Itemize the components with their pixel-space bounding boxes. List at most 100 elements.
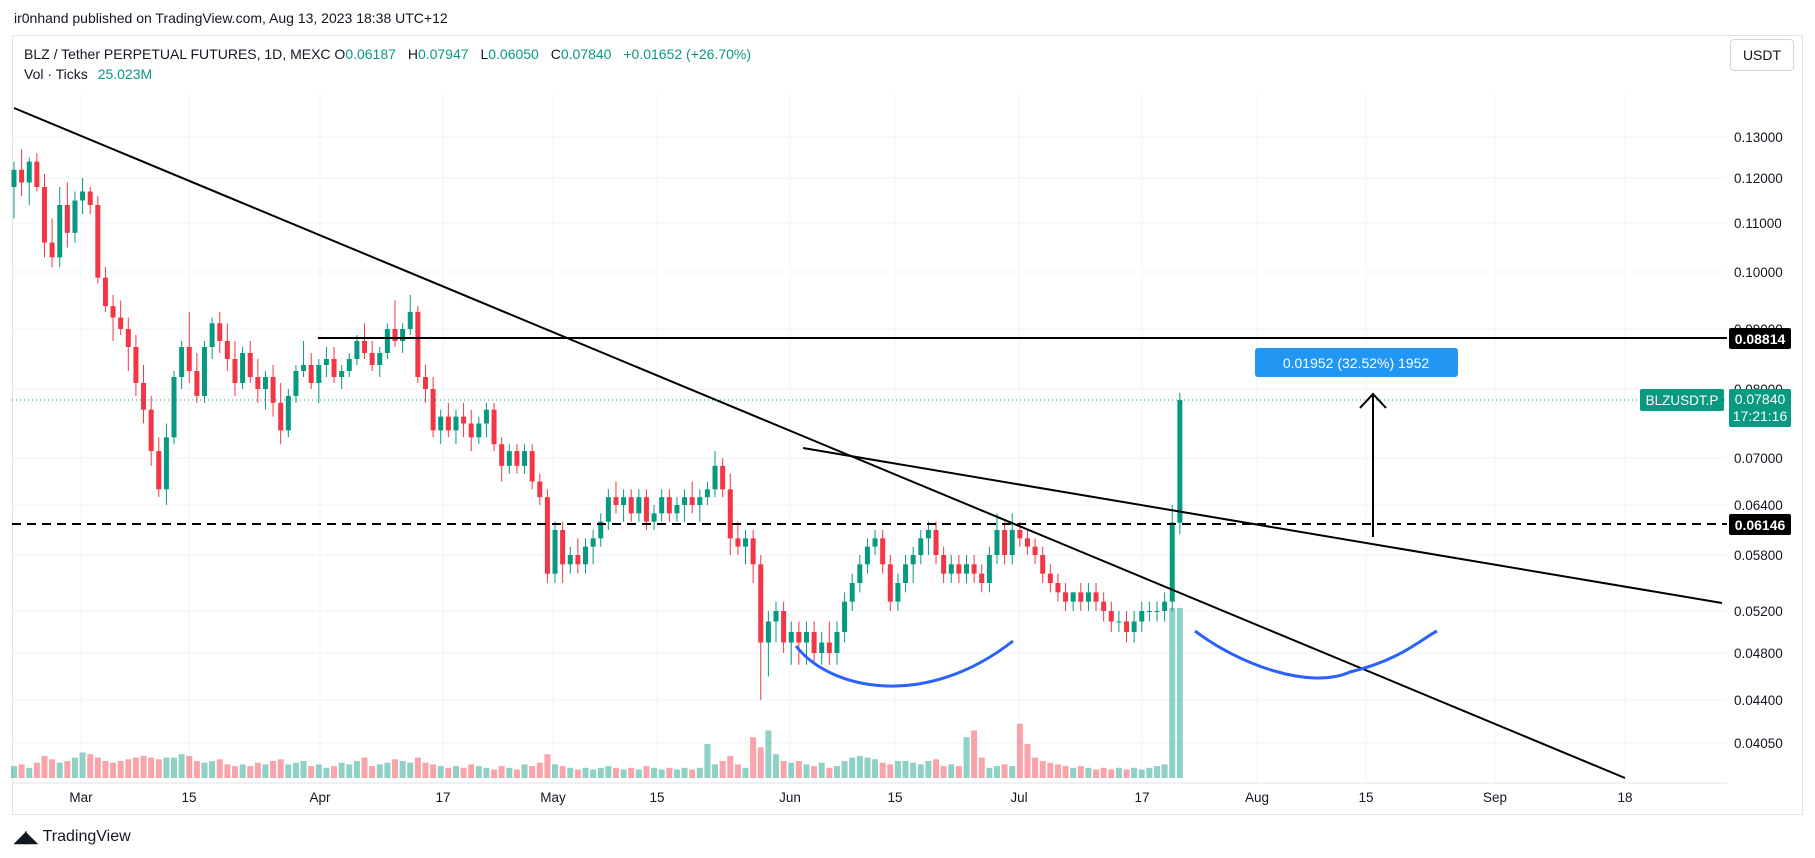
candle-body <box>834 632 840 653</box>
candle-body <box>803 632 809 643</box>
measure-label: 0.01952 (32.52%) 1952 <box>1255 348 1458 377</box>
volume-bar <box>750 737 757 778</box>
volume-bar <box>582 767 589 778</box>
candle-body <box>362 341 368 353</box>
volume-bar <box>452 766 459 778</box>
candle-body <box>537 481 543 498</box>
resistance-price-text: 0.08814 <box>1735 331 1786 347</box>
time-tick-label: Sep <box>1483 790 1507 805</box>
candle-body <box>156 451 162 490</box>
volume-bar <box>1100 767 1107 778</box>
volume-bar <box>193 761 200 778</box>
volume-bar <box>49 759 56 778</box>
price-tick-label: 0.04800 <box>1734 646 1783 661</box>
measure-arrow-head <box>1359 392 1387 409</box>
candle-body <box>643 497 649 522</box>
candle-body <box>110 306 116 318</box>
open-value: 0.06187 <box>345 46 396 62</box>
candle-body <box>895 583 901 602</box>
volume-bar <box>567 767 574 778</box>
volume-bar <box>18 764 25 778</box>
volume-bar <box>56 762 63 778</box>
candle-body <box>1146 611 1152 612</box>
volume-bar <box>315 764 322 778</box>
volume-bar <box>201 762 208 778</box>
candle-body <box>346 359 352 371</box>
volume-bar <box>132 757 139 778</box>
volume-bar <box>1024 744 1031 778</box>
footer-brand[interactable]: ◢◣ TradingView <box>14 827 131 847</box>
chart-frame <box>12 35 1803 815</box>
volume-bar <box>308 766 315 778</box>
candle-body <box>506 451 512 466</box>
candle-body <box>956 564 962 574</box>
symbol-title[interactable]: BLZ / Tether PERPETUAL FUTURES, 1D, MEXC <box>24 46 331 62</box>
volume-bar <box>628 767 635 778</box>
volume-label[interactable]: Vol · Ticks <box>24 66 88 82</box>
candle-body <box>247 353 253 377</box>
candle-body <box>34 161 40 187</box>
candle-body <box>918 538 924 555</box>
ohlc-legend: BLZ / Tether PERPETUAL FUTURES, 1D, MEXC… <box>24 46 759 62</box>
candle-body <box>499 444 505 466</box>
candle-body <box>316 365 322 383</box>
volume-bar <box>87 754 94 778</box>
candle-body <box>11 169 17 187</box>
volume-bar <box>978 757 985 778</box>
price-axis[interactable]: 0.130000.120000.110000.100000.090000.080… <box>1734 130 1783 751</box>
time-tick-label: 15 <box>1358 790 1373 805</box>
candle-body <box>64 205 70 233</box>
volume-bar <box>955 766 962 778</box>
candle-body <box>354 341 360 359</box>
volume-bar <box>292 762 299 778</box>
candle-body <box>339 371 345 377</box>
volume-bar <box>643 766 650 778</box>
volume-bar <box>140 755 147 778</box>
candle-body <box>415 311 421 377</box>
tradingview-logo-icon: ◢◣ <box>14 829 38 846</box>
volume-bar <box>696 767 703 778</box>
candle-body <box>1124 621 1130 632</box>
candle-body <box>567 555 573 565</box>
candle-body <box>1169 522 1175 602</box>
volume-bar <box>1032 757 1039 778</box>
volume-bar <box>605 766 612 778</box>
volume-bar <box>323 767 330 778</box>
volume-bar <box>407 762 414 778</box>
volume-bar <box>11 766 17 778</box>
candle-body <box>87 191 93 205</box>
candle-body <box>743 538 749 547</box>
volume-bar <box>544 754 551 778</box>
volume-bar <box>574 769 581 778</box>
time-tick-label: Jun <box>779 790 801 805</box>
volume-bar <box>277 759 284 778</box>
candle-body <box>278 402 284 431</box>
volume-bar <box>856 755 863 778</box>
volume-bar <box>734 764 741 778</box>
volume-bar <box>963 737 970 778</box>
candle-body <box>171 377 177 438</box>
time-tick-label: 17 <box>435 790 450 805</box>
close-value: 0.07840 <box>560 46 612 62</box>
candle-body <box>826 642 832 653</box>
candle-body <box>788 632 794 643</box>
candle-body <box>483 409 489 424</box>
candle-body <box>682 497 688 505</box>
candle-body <box>308 365 314 383</box>
measure-label-text: 0.01952 (32.52%) 1952 <box>1283 355 1430 371</box>
candle-body <box>19 169 25 183</box>
candle-body <box>262 377 268 389</box>
candle-body <box>575 555 581 565</box>
candle-body <box>583 546 588 565</box>
time-tick-label: Jul <box>1010 790 1027 805</box>
time-axis[interactable]: Mar 15 Apr 17 May 15 Jun 15 Jul 17 Aug 15 Sep 18 <box>12 782 1727 805</box>
price-tick-label: 0.04050 <box>1734 736 1783 751</box>
volume-bar <box>353 761 360 778</box>
volume-bar <box>742 767 749 778</box>
volume-bar <box>612 767 619 778</box>
volume-bar <box>833 766 840 778</box>
candle-body <box>605 497 611 522</box>
currency-button[interactable]: USDT <box>1730 39 1794 71</box>
candle-body <box>621 497 627 505</box>
